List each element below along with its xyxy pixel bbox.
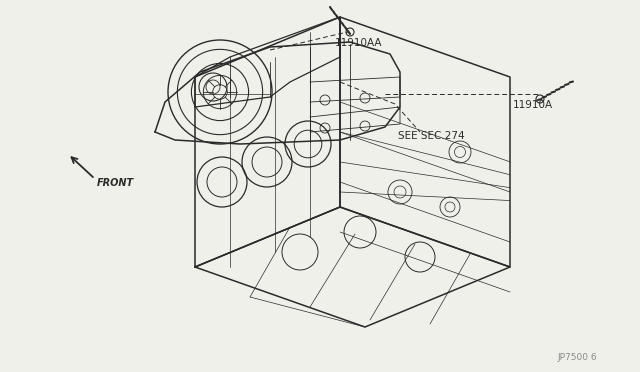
Text: 11910AA: 11910AA [335,38,383,48]
Text: SEE SEC.274: SEE SEC.274 [398,131,465,141]
Text: JP7500 6: JP7500 6 [557,353,597,362]
Text: FRONT: FRONT [97,178,134,188]
Text: 11910A: 11910A [513,100,553,110]
